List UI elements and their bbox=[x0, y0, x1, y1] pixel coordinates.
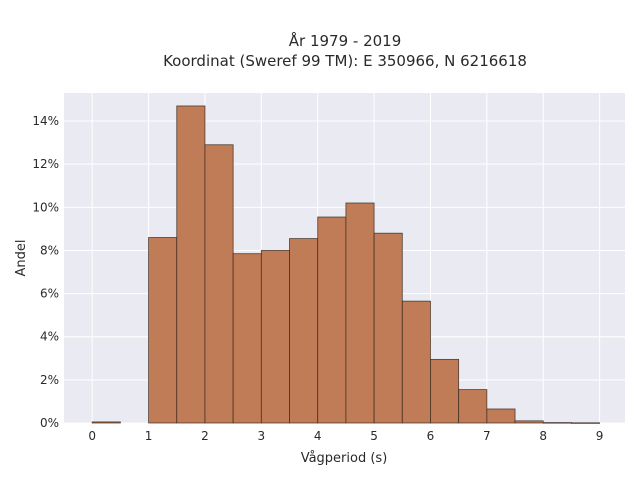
histogram-bar bbox=[514, 420, 544, 424]
y-tick-label: 8% bbox=[40, 243, 59, 257]
x-axis-label: Vågperiod (s) bbox=[301, 451, 388, 466]
y-tick-label: 2% bbox=[40, 373, 59, 387]
histogram-bar bbox=[571, 422, 601, 424]
bars bbox=[91, 105, 601, 424]
chart-subtitle: Koordinat (Sweref 99 TM): E 350966, N 62… bbox=[163, 52, 527, 70]
histogram-bar bbox=[148, 237, 178, 424]
x-tick-label: 2 bbox=[201, 429, 209, 443]
x-tick-label: 3 bbox=[258, 429, 266, 443]
histogram-bar bbox=[91, 421, 121, 424]
histogram-bar bbox=[345, 202, 375, 424]
histogram-bar bbox=[401, 300, 431, 424]
y-tick-label: 14% bbox=[32, 114, 59, 128]
histogram-bar bbox=[373, 232, 403, 424]
x-tick-label: 8 bbox=[539, 429, 547, 443]
histogram-bar bbox=[458, 389, 488, 424]
y-tick-label: 12% bbox=[32, 157, 59, 171]
histogram-bar bbox=[260, 250, 290, 424]
x-tick-label: 9 bbox=[596, 429, 604, 443]
y-axis-ticks: 0% 2% 4% 6% 8% 10% 12% 14% bbox=[32, 114, 59, 430]
histogram-bar bbox=[204, 144, 234, 424]
y-tick-label: 6% bbox=[40, 287, 59, 301]
histogram-bar bbox=[289, 238, 319, 424]
x-tick-label: 7 bbox=[483, 429, 491, 443]
y-tick-label: 4% bbox=[40, 330, 59, 344]
histogram-bar bbox=[232, 253, 262, 424]
x-tick-label: 6 bbox=[427, 429, 435, 443]
x-axis-ticks: 0 1 2 3 4 5 6 7 8 9 bbox=[88, 429, 603, 443]
y-tick-label: 0% bbox=[40, 416, 59, 430]
x-tick-label: 4 bbox=[314, 429, 322, 443]
histogram-bar bbox=[317, 216, 347, 424]
x-tick-label: 0 bbox=[88, 429, 96, 443]
histogram-bar bbox=[486, 408, 516, 424]
histogram-bar bbox=[542, 422, 572, 424]
x-tick-label: 1 bbox=[145, 429, 153, 443]
y-axis-label: Andel bbox=[14, 240, 29, 277]
y-tick-label: 10% bbox=[32, 200, 59, 214]
histogram-bar bbox=[176, 105, 206, 424]
x-tick-label: 5 bbox=[370, 429, 378, 443]
chart-title: År 1979 - 2019 bbox=[289, 31, 402, 50]
histogram-bar bbox=[430, 358, 460, 424]
